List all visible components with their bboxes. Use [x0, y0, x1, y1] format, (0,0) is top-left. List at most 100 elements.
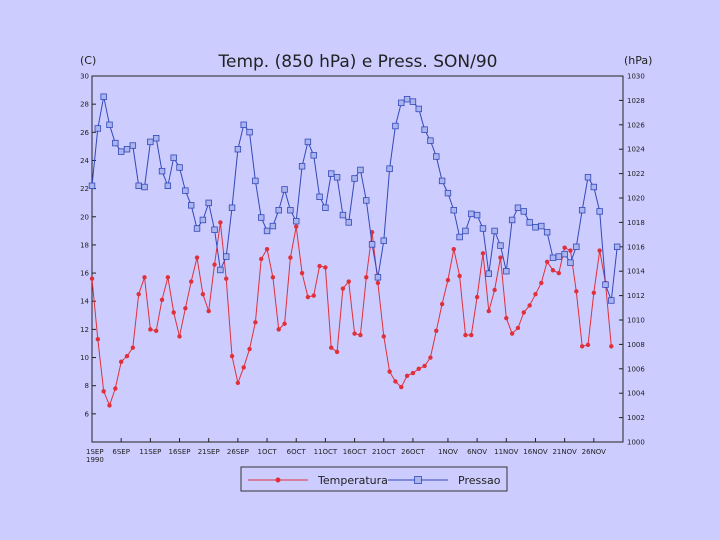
y-right-tick-label: 1028: [627, 97, 645, 105]
legend-temperatura-marker: [275, 477, 281, 483]
data-point-pressao: [112, 139, 119, 147]
x-tick-label: 1OCT: [257, 448, 277, 456]
data-point-pressao: [561, 250, 568, 258]
data-point-pressao: [526, 219, 533, 226]
legend-temperatura-label: Temperatura: [317, 474, 388, 487]
data-point-temperatura: [404, 373, 410, 379]
data-point-temperatura: [194, 255, 200, 260]
data-point-temperatura: [474, 294, 480, 300]
data-point-temperatura: [153, 328, 159, 333]
x-tick-label: 16SEP: [169, 448, 191, 456]
data-point-temperatura: [101, 389, 106, 394]
data-point-pressao: [415, 105, 422, 113]
data-point-temperatura: [352, 331, 357, 336]
y-right-tick-label: 1012: [627, 292, 645, 300]
x-tick-label: 16OCT: [343, 448, 367, 456]
data-point-pressao: [613, 243, 621, 250]
legend-pressao-label: Pressao: [458, 474, 501, 487]
data-point-temperatura: [399, 384, 404, 390]
data-point-pressao: [310, 152, 317, 159]
data-point-temperatura: [358, 332, 363, 338]
data-point-pressao: [339, 211, 347, 219]
data-point-temperatura: [124, 353, 130, 359]
data-point-pressao: [503, 267, 510, 275]
x-tick-label: 21OCT: [372, 448, 396, 456]
data-point-temperatura: [142, 275, 147, 280]
data-point-pressao: [281, 186, 288, 193]
x-tick-label: 11SEP: [139, 448, 161, 456]
y-right-tick-label: 1018: [627, 219, 645, 227]
data-point-temperatura: [235, 380, 241, 386]
data-point-temperatura: [224, 276, 229, 281]
data-point-temperatura: [206, 308, 211, 314]
data-point-temperatura: [562, 245, 567, 250]
data-point-pressao: [456, 233, 463, 241]
data-point-pressao: [578, 206, 586, 214]
data-point-pressao: [473, 211, 481, 219]
y-right-tick-label: 1024: [627, 146, 645, 154]
data-point-pressao: [491, 227, 498, 235]
series-layer: [88, 93, 621, 408]
x-tick-label: 1SEP: [86, 448, 104, 456]
data-point-temperatura: [597, 248, 602, 253]
series-line-temperatura: [91, 222, 612, 407]
data-point-pressao: [520, 208, 528, 215]
data-point-pressao: [508, 216, 516, 224]
right-axis-unit: (hPa): [624, 54, 652, 67]
data-point-temperatura: [550, 268, 556, 273]
data-point-pressao: [596, 208, 603, 215]
data-point-temperatura: [515, 325, 521, 331]
data-point-pressao: [608, 297, 615, 304]
y-right-tick-label: 1000: [627, 439, 645, 447]
data-point-pressao: [543, 228, 551, 236]
data-point-temperatura: [130, 345, 136, 350]
data-point-pressao: [187, 202, 195, 209]
data-point-pressao: [193, 225, 201, 232]
y-right-tick-label: 1026: [627, 121, 645, 129]
data-point-temperatura: [212, 262, 217, 267]
data-point-temperatura: [183, 306, 188, 311]
data-point-pressao: [555, 253, 563, 260]
data-point-pressao: [549, 254, 557, 261]
data-point-temperatura: [463, 332, 468, 338]
data-point-pressao: [158, 167, 166, 175]
y-left-tick-label: 18: [80, 241, 89, 249]
legend-pressao-marker: [414, 476, 422, 484]
data-point-temperatura: [259, 256, 264, 262]
data-point-temperatura: [393, 379, 398, 384]
data-point-pressao: [117, 148, 125, 155]
x-tick-label: 6NOV: [467, 448, 487, 456]
data-point-pressao: [380, 237, 387, 244]
data-point-temperatura: [422, 363, 427, 369]
data-point-temperatura: [136, 291, 141, 297]
data-point-pressao: [392, 122, 399, 130]
data-point-pressao: [170, 154, 177, 161]
x-tick-label: 21NOV: [552, 448, 577, 456]
y-left-tick-label: 16: [80, 270, 89, 278]
y-right-tick-label: 1004: [627, 390, 645, 398]
data-point-temperatura: [346, 279, 351, 284]
data-point-pressao: [152, 135, 160, 142]
data-point-pressao: [485, 270, 492, 277]
y-left-tick-label: 22: [80, 185, 89, 193]
data-point-pressao: [590, 183, 598, 191]
data-point-pressao: [602, 281, 609, 288]
legend-box: [240, 466, 508, 492]
y-left-tick-label: 20: [80, 213, 89, 221]
data-point-temperatura: [165, 275, 171, 280]
y-left-tick-label: 26: [80, 129, 89, 137]
y-right-tick-label: 1006: [627, 365, 645, 373]
y-right-tick-label: 1030: [627, 73, 645, 81]
data-point-temperatura: [113, 386, 118, 391]
data-point-pressao: [234, 145, 242, 153]
data-point-temperatura: [544, 259, 550, 265]
data-point-pressao: [199, 216, 207, 224]
data-point-temperatura: [329, 345, 334, 350]
data-point-temperatura: [270, 275, 276, 280]
data-point-pressao: [223, 253, 230, 260]
plot-frame: [91, 75, 624, 443]
chart-title: Temp. (850 hPa) e Press. SON/90: [218, 52, 498, 72]
data-point-temperatura: [591, 290, 597, 295]
data-point-temperatura: [556, 270, 562, 276]
